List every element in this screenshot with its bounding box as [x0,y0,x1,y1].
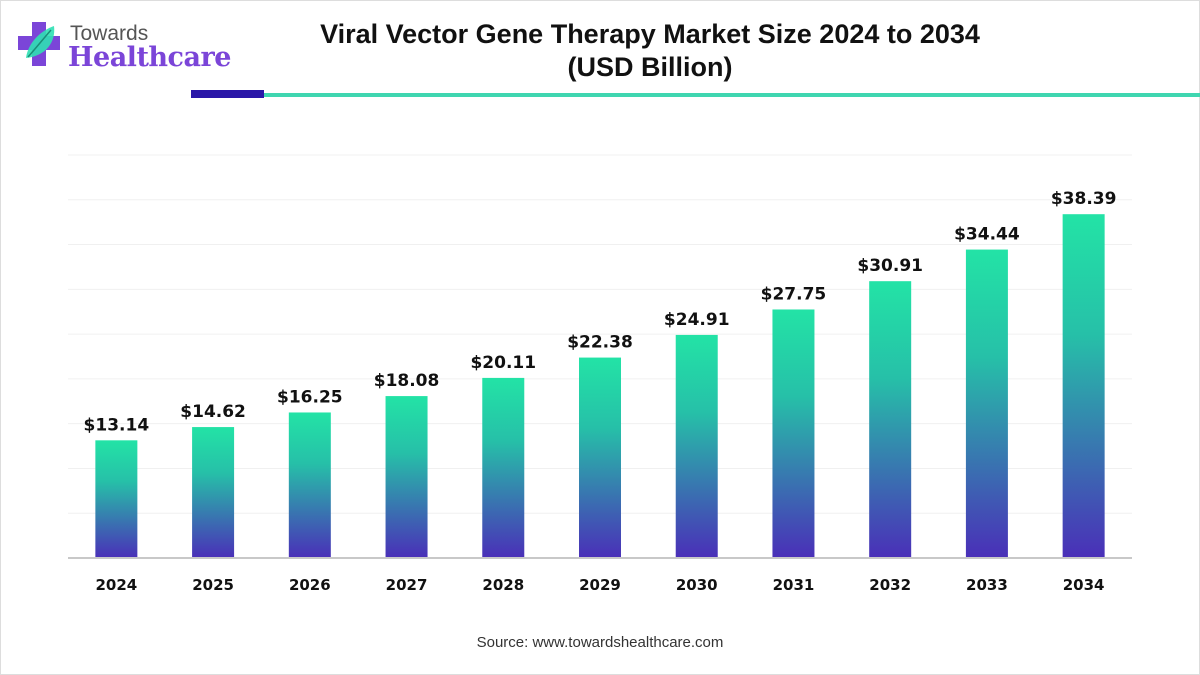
bar-2026 [288,412,331,558]
data-label: $34.44 [954,225,1020,245]
x-tick-label: 2028 [482,576,524,594]
x-tick-label: 2029 [579,576,621,594]
brand-logo: Towards Healthcare [18,18,248,83]
header-accent-teal [264,93,1200,97]
data-label: $16.25 [277,387,343,407]
bar-2029 [579,357,621,558]
brand-name-line2: Healthcare [68,42,231,73]
brand-name-line1: Towards [70,22,149,45]
bar-2027 [385,396,428,558]
bar-2033 [965,249,1008,558]
x-tick-label: 2030 [676,576,718,594]
data-label: $13.14 [84,415,150,435]
chart-title-line2: (USD Billion) [567,52,733,82]
x-tick-label: 2034 [1063,576,1105,594]
medical-cross-leaf-icon [18,22,60,66]
data-label: $22.38 [567,333,633,353]
data-label: $27.75 [761,284,827,304]
x-tick-label: 2032 [869,576,911,594]
x-tick-label: 2024 [95,576,137,594]
x-tick-label: 2031 [773,576,815,594]
x-tick-label: 2033 [966,576,1008,594]
chart-title-line1: Viral Vector Gene Therapy Market Size 20… [320,19,980,49]
data-label: $14.62 [180,402,246,422]
x-tick-label: 2026 [289,576,331,594]
data-label: $38.39 [1051,189,1117,209]
x-tick-label: 2025 [192,576,234,594]
source-note: Source: www.towardshealthcare.com [476,634,724,651]
data-label: $18.08 [374,371,440,391]
bar-2024 [95,440,138,558]
bar-2032 [869,281,912,558]
chart-title: Viral Vector Gene Therapy Market Size 20… [300,18,1000,84]
bar-2034 [1062,214,1105,558]
x-tick-label: 2027 [386,576,428,594]
data-label: $24.91 [664,310,730,330]
bar-2030 [675,334,718,558]
header-accent-dark [191,90,264,98]
bar-2025 [192,427,235,558]
bar-2028 [482,377,525,558]
data-label: $30.91 [857,256,923,276]
data-label: $20.11 [470,353,536,373]
bar-2031 [772,309,815,558]
